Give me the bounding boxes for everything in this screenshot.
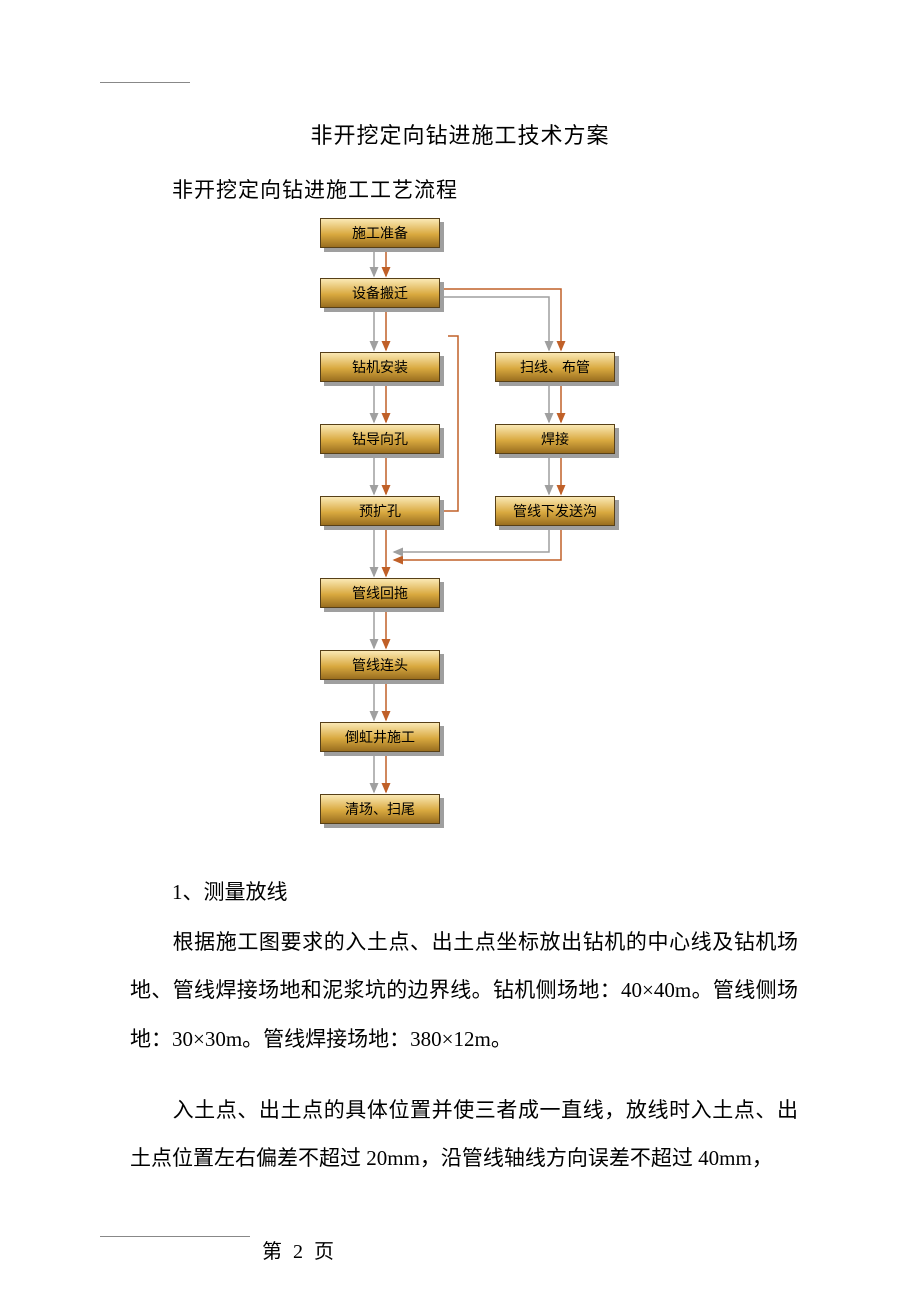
flow-node-n1: 施工准备 xyxy=(320,218,440,248)
flow-node-label: 钻导向孔 xyxy=(320,424,440,454)
flow-node-n2: 设备搬迁 xyxy=(320,278,440,308)
flow-node-label: 管线下发送沟 xyxy=(495,496,615,526)
flow-node-n8: 管线下发送沟 xyxy=(495,496,615,526)
page: 非开挖定向钻进施工技术方案 非开挖定向钻进施工工艺流程 施工准备设备搬迁钻机安装… xyxy=(0,0,920,1302)
flow-node-label: 管线连头 xyxy=(320,650,440,680)
page-number: 第 2 页 xyxy=(262,1235,337,1264)
flow-node-n12: 清场、扫尾 xyxy=(320,794,440,824)
footer-rule xyxy=(100,1236,250,1237)
flow-node-n5: 钻导向孔 xyxy=(320,424,440,454)
flow-node-label: 设备搬迁 xyxy=(320,278,440,308)
flow-node-n11: 倒虹井施工 xyxy=(320,722,440,752)
flow-node-label: 扫线、布管 xyxy=(495,352,615,382)
flow-node-label: 管线回拖 xyxy=(320,578,440,608)
flow-node-n9: 管线回拖 xyxy=(320,578,440,608)
paragraph-1-text: 根据施工图要求的入土点、出土点坐标放出钻机的中心线及钻机场地、管线焊接场地和泥浆… xyxy=(130,930,798,1051)
flow-node-label: 倒虹井施工 xyxy=(320,722,440,752)
flow-node-n3: 钻机安装 xyxy=(320,352,440,382)
flow-node-label: 施工准备 xyxy=(320,218,440,248)
flow-node-label: 钻机安装 xyxy=(320,352,440,382)
flow-node-label: 清场、扫尾 xyxy=(320,794,440,824)
header-rule xyxy=(100,82,190,83)
paragraph-2: 入土点、出土点的具体位置并使三者成一直线，放线时入土点、出土点位置左右偏差不超过… xyxy=(130,1086,798,1183)
subtitle: 非开挖定向钻进施工工艺流程 xyxy=(172,174,458,204)
paragraph-1: 根据施工图要求的入土点、出土点坐标放出钻机的中心线及钻机场地、管线焊接场地和泥浆… xyxy=(130,918,798,1063)
flow-node-n7: 预扩孔 xyxy=(320,496,440,526)
flowchart: 施工准备设备搬迁钻机安装 扫线、布管钻导向孔 焊接预扩孔 管线下发送沟管线回拖管线连头… xyxy=(300,218,710,838)
paragraph-2-text: 入土点、出土点的具体位置并使三者成一直线，放线时入土点、出土点位置左右偏差不超过… xyxy=(130,1098,798,1170)
flow-node-n6: 焊接 xyxy=(495,424,615,454)
page-title: 非开挖定向钻进施工技术方案 xyxy=(0,118,920,150)
flow-node-n10: 管线连头 xyxy=(320,650,440,680)
flow-node-label: 预扩孔 xyxy=(320,496,440,526)
flow-node-n4: 扫线、布管 xyxy=(495,352,615,382)
section-heading-1: 1、测量放线 xyxy=(172,876,288,906)
flow-node-label: 焊接 xyxy=(495,424,615,454)
